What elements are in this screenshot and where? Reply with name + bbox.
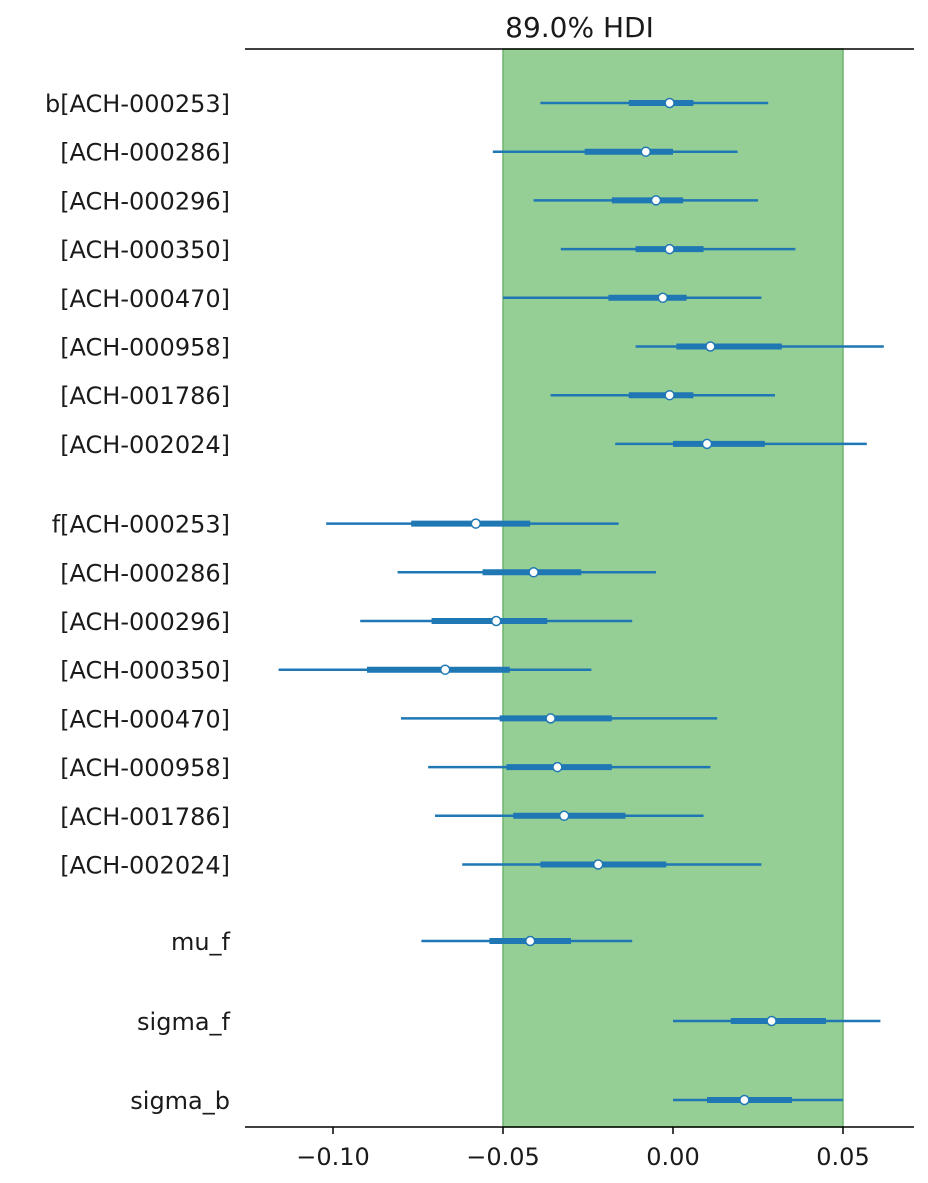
forest-row xyxy=(673,1094,843,1106)
row-label: [ACH-000296] xyxy=(60,187,230,215)
forest-row xyxy=(326,518,619,529)
rows-layer xyxy=(278,97,884,1106)
forest-row xyxy=(533,195,758,206)
forest-row xyxy=(435,810,704,822)
point-estimate xyxy=(558,810,570,822)
forest-row xyxy=(503,292,762,304)
row-label: [ACH-000470] xyxy=(60,285,230,313)
point-estimate xyxy=(640,146,652,157)
point-estimate xyxy=(592,859,604,870)
x-ticks: −0.10 −0.05 0.00 0.05 xyxy=(296,1127,870,1171)
point-estimate xyxy=(470,518,482,529)
row-label: [ACH-001786] xyxy=(60,803,230,831)
row-label: [ACH-000470] xyxy=(60,705,230,733)
row-label: [ACH-000958] xyxy=(60,334,230,362)
row-label: [ACH-002024] xyxy=(60,431,230,459)
point-estimate xyxy=(701,438,713,450)
row-label: [ACH-002024] xyxy=(60,852,230,880)
forest-row xyxy=(635,341,884,352)
row-label: [ACH-000350] xyxy=(60,657,230,685)
point-estimate xyxy=(664,97,675,109)
point-estimate xyxy=(766,1015,777,1027)
row-label: [ACH-001786] xyxy=(60,382,230,410)
forest-row xyxy=(428,761,711,773)
x-tick-label: −0.05 xyxy=(466,1143,540,1171)
row-label: [ACH-000286] xyxy=(60,139,230,167)
row-label: mu_f xyxy=(171,928,231,956)
forest-row xyxy=(397,567,656,578)
point-estimate xyxy=(528,567,539,578)
point-estimate xyxy=(439,664,451,675)
forest-row xyxy=(615,438,867,450)
row-label: [ACH-000958] xyxy=(60,754,230,782)
point-estimate xyxy=(705,341,716,352)
forest-row xyxy=(560,243,796,255)
forest-row xyxy=(360,615,633,627)
forest-row xyxy=(673,1015,881,1027)
forest-row xyxy=(462,859,762,870)
x-tick-label: 0.05 xyxy=(816,1143,869,1171)
forest-row xyxy=(492,146,738,157)
row-label: [ACH-000296] xyxy=(60,608,230,636)
row-label: f[ACH-000253] xyxy=(52,511,230,539)
chart-title: 89.0% HDI xyxy=(505,11,654,44)
row-label: [ACH-000350] xyxy=(60,236,230,264)
point-estimate xyxy=(739,1094,750,1106)
forest-row xyxy=(401,713,718,724)
x-tick-label: 0.00 xyxy=(646,1143,699,1171)
rope-band xyxy=(502,48,844,1128)
forest-row xyxy=(421,935,633,947)
point-estimate xyxy=(524,935,536,947)
point-estimate xyxy=(657,292,669,304)
row-label: sigma_f xyxy=(137,1008,230,1036)
forest-row xyxy=(550,389,775,401)
point-estimate xyxy=(664,243,675,255)
point-estimate xyxy=(545,713,556,724)
point-estimate xyxy=(650,195,662,206)
row-labels: b[ACH-000253] [ACH-000286] [ACH-000296] [AC… xyxy=(45,90,231,1115)
forest-row xyxy=(540,97,769,109)
row-label: sigma_b xyxy=(130,1087,230,1115)
row-label: [ACH-000286] xyxy=(60,559,230,587)
point-estimate xyxy=(552,761,563,773)
point-estimate xyxy=(490,615,502,627)
x-tick-label: −0.10 xyxy=(296,1143,370,1171)
row-label: b[ACH-000253] xyxy=(45,90,230,118)
forest-row xyxy=(278,664,592,675)
point-estimate xyxy=(664,389,675,401)
